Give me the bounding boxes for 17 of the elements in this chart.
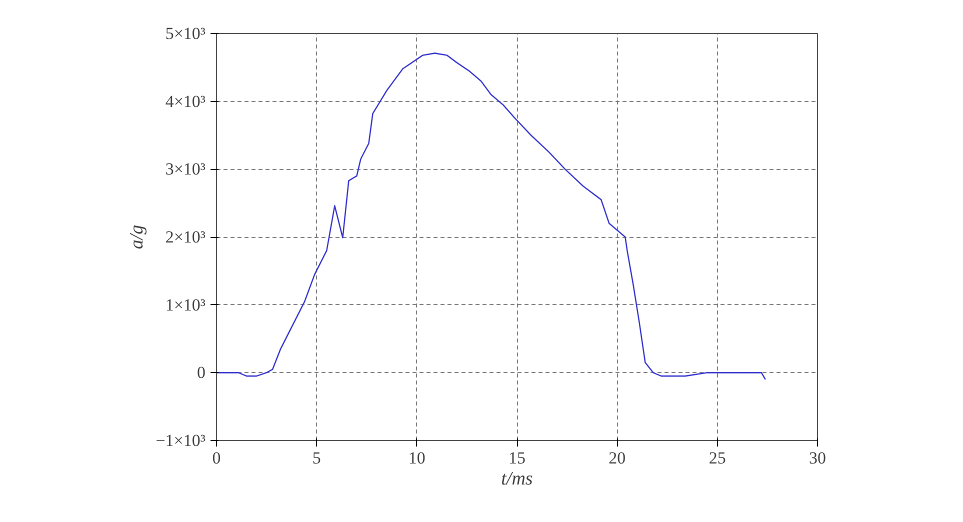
x-axis-title: t/ms <box>501 468 533 490</box>
x-tick-label: 30 <box>809 448 826 468</box>
y-tick-label: −1×10³ <box>156 431 206 450</box>
x-tick-label: 0 <box>212 448 221 468</box>
y-tick-label: 4×10³ <box>165 92 206 111</box>
y-tick-label: 3×10³ <box>165 160 206 179</box>
y-tick-label: 1×10³ <box>165 295 206 314</box>
x-tick-label: 20 <box>608 448 626 468</box>
y-axis-title: a/g <box>126 224 148 250</box>
x-tick-label: 15 <box>508 448 526 468</box>
x-tick-label: 10 <box>408 448 426 468</box>
y-tick-label: 2×10³ <box>165 228 206 246</box>
x-tick-label: 5 <box>312 448 321 468</box>
x-tick-label: 25 <box>708 448 726 468</box>
line-series <box>216 52 766 380</box>
y-tick-label: 0 <box>197 363 206 382</box>
y-tick-label: 5×10³ <box>165 24 206 43</box>
